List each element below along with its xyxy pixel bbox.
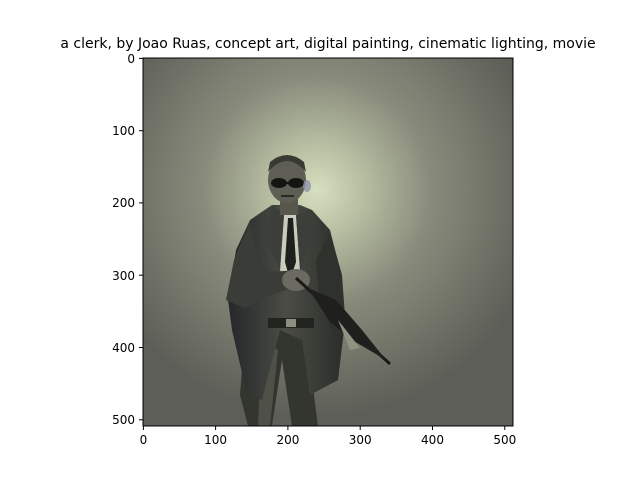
y-tick-label: 400 <box>112 341 135 355</box>
axes-frame <box>142 57 514 427</box>
x-tick-label: 200 <box>276 433 299 447</box>
y-tick-label: 200 <box>112 196 135 210</box>
x-tick-label: 300 <box>349 433 372 447</box>
y-axis: 0 100 200 300 400 500 <box>112 52 143 427</box>
x-tick-label: 0 <box>140 433 148 447</box>
painting-image <box>143 58 513 426</box>
x-axis: 0 100 200 300 400 500 <box>140 426 516 447</box>
clerk-figure <box>226 155 392 426</box>
x-tick-label: 100 <box>204 433 227 447</box>
x-tick-label: 500 <box>493 433 516 447</box>
y-tick-label: 100 <box>112 124 135 138</box>
plot-title: a clerk, by Joao Ruas, concept art, digi… <box>60 36 595 52</box>
y-tick-label: 500 <box>112 413 135 427</box>
y-tick-label: 300 <box>112 269 135 283</box>
y-tick-label: 0 <box>127 52 135 66</box>
x-tick-label: 400 <box>421 433 444 447</box>
